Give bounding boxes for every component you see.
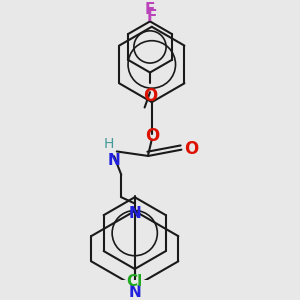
Text: O: O — [145, 127, 159, 145]
Text: O: O — [184, 140, 198, 158]
Text: N: N — [128, 206, 141, 221]
Text: H: H — [104, 137, 114, 151]
Text: F: F — [145, 2, 155, 16]
Text: O: O — [143, 87, 157, 105]
Text: N: N — [128, 285, 141, 300]
Text: N: N — [108, 153, 121, 168]
Text: F: F — [147, 8, 157, 23]
Text: Cl: Cl — [127, 274, 143, 290]
